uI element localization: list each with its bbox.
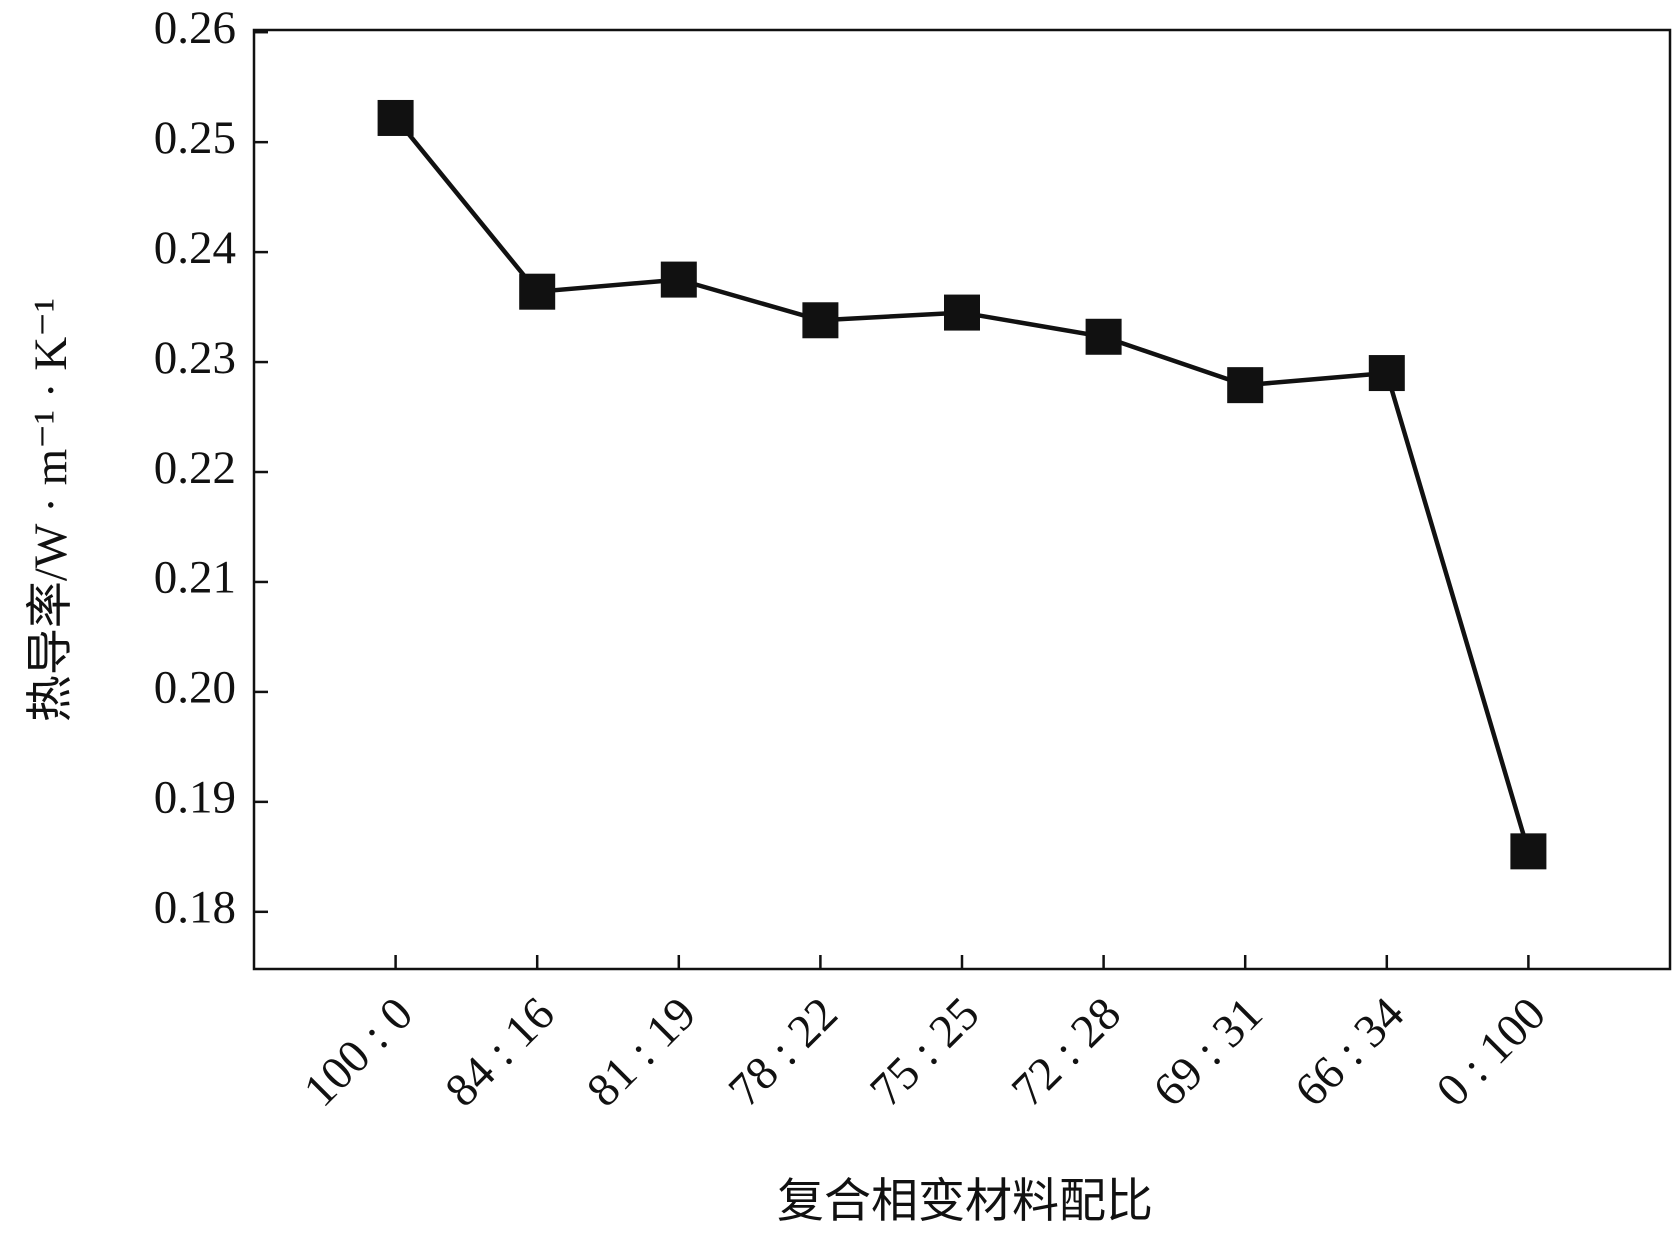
data-point (660, 261, 697, 298)
data-point (519, 273, 556, 310)
y-tick-label: 0.21 (154, 552, 236, 604)
y-tick-label: 0.18 (154, 882, 236, 934)
data-point (802, 302, 839, 339)
y-tick-label: 0.23 (154, 332, 236, 384)
data-point (1227, 367, 1264, 404)
y-tick-label: 0.25 (154, 112, 236, 164)
data-point (1368, 355, 1405, 392)
data-point (377, 99, 414, 136)
x-tick-label: 72 : 28 (1002, 988, 1131, 1117)
y-tick-label: 0.26 (154, 2, 236, 54)
data-point (1085, 318, 1122, 355)
y-axis-label: 热导率/W · m⁻¹ · K⁻¹ (25, 298, 77, 722)
y-tick-label: 0.19 (154, 772, 236, 824)
x-tick-label: 81 : 19 (577, 988, 706, 1117)
plot-frame (252, 28, 1672, 971)
data-point (944, 294, 980, 331)
x-tick-label: 0 : 100 (1427, 988, 1556, 1117)
data-point (1510, 833, 1547, 870)
data-line (393, 116, 1531, 852)
y-tick-label: 0.22 (154, 442, 236, 494)
y-tick-label: 0.20 (154, 662, 236, 714)
x-axis-label: 复合相变材料配比 (777, 1176, 1153, 1228)
x-tick-label: 69 : 31 (1144, 988, 1273, 1117)
x-tick-label: 84 : 16 (436, 988, 565, 1117)
x-tick-label: 66 : 34 (1285, 988, 1414, 1117)
x-tick-label: 78 : 22 (719, 988, 848, 1117)
x-tick-label: 100 : 0 (294, 988, 423, 1117)
y-tick-label: 0.24 (154, 222, 236, 274)
x-tick-label: 75 : 25 (860, 988, 989, 1117)
